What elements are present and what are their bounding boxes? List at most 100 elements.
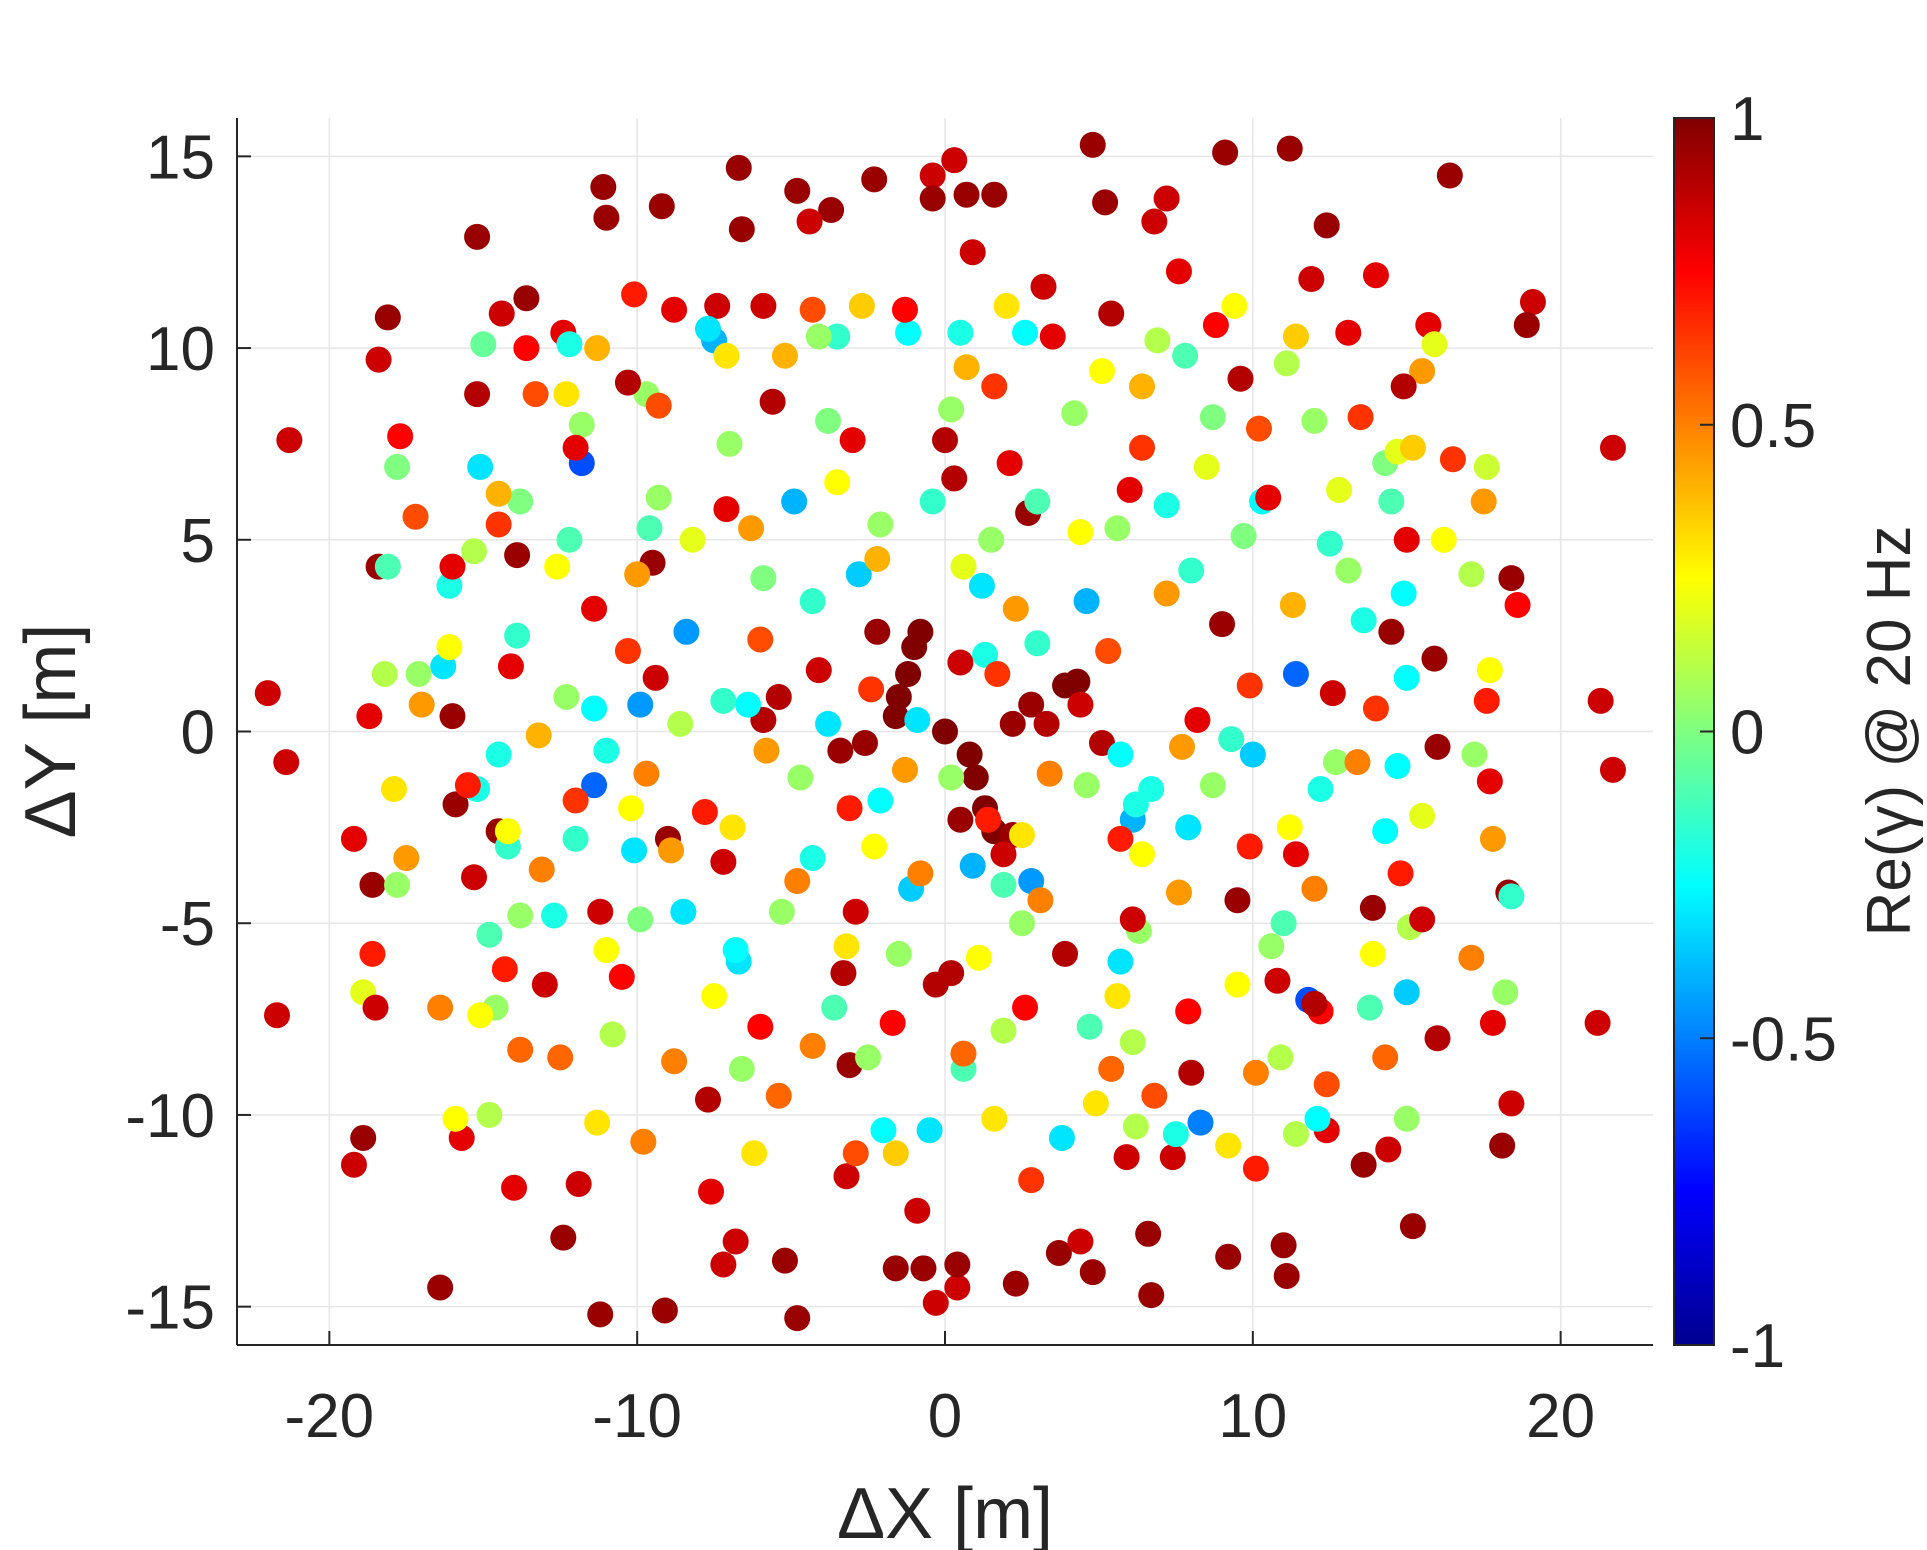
scatter-point bbox=[528, 856, 555, 883]
scatter-point bbox=[627, 906, 654, 933]
scatter-point bbox=[879, 1009, 906, 1036]
scatter-point bbox=[1242, 1155, 1269, 1182]
scatter-point bbox=[1393, 664, 1420, 691]
scatter-point bbox=[1008, 822, 1035, 849]
scatter-point bbox=[975, 806, 1002, 833]
scatter-point bbox=[1461, 741, 1488, 768]
scatter-point bbox=[1424, 733, 1451, 760]
scatter-point bbox=[895, 319, 922, 346]
scatter-point bbox=[1202, 312, 1229, 339]
scatter-point bbox=[553, 381, 580, 408]
scatter-point bbox=[799, 845, 826, 872]
scatter-point bbox=[978, 526, 1005, 553]
scatter-point bbox=[513, 285, 540, 312]
scatter-point bbox=[1215, 1132, 1242, 1159]
scatter-point bbox=[427, 1274, 454, 1301]
scatter-point bbox=[1319, 680, 1346, 707]
scatter-point bbox=[488, 300, 515, 327]
scatter-point bbox=[1313, 1071, 1340, 1098]
scatter-point bbox=[673, 618, 700, 645]
scatter-point bbox=[1372, 818, 1399, 845]
scatter-point bbox=[1162, 1121, 1189, 1148]
scatter-point bbox=[1141, 208, 1168, 235]
scatter-point bbox=[630, 1128, 657, 1155]
scatter-point bbox=[1067, 691, 1094, 718]
scatter-point bbox=[1599, 756, 1626, 783]
scatter-point bbox=[833, 1163, 860, 1190]
scatter-point bbox=[1347, 404, 1374, 431]
scatter-point bbox=[993, 292, 1020, 319]
scatter-point bbox=[864, 545, 891, 572]
scatter-point bbox=[621, 281, 648, 308]
scatter-point bbox=[710, 687, 737, 714]
scatter-point bbox=[959, 239, 986, 266]
scatter-point bbox=[380, 776, 407, 803]
scatter-point bbox=[476, 1101, 503, 1128]
scatter-point bbox=[922, 1289, 949, 1316]
scatter-point bbox=[799, 296, 826, 323]
scatter-point bbox=[1036, 760, 1063, 787]
scatter-point bbox=[941, 147, 968, 174]
scatter-point bbox=[839, 427, 866, 454]
scatter-point bbox=[1470, 488, 1497, 515]
scatter-point bbox=[919, 185, 946, 212]
scatter-point bbox=[916, 1117, 943, 1144]
scatter-point bbox=[661, 296, 688, 323]
scatter-point bbox=[1362, 262, 1389, 289]
scatter-point bbox=[824, 323, 851, 350]
scatter-point bbox=[590, 174, 617, 201]
scatter-point bbox=[830, 960, 857, 987]
scatter-point bbox=[1187, 1109, 1214, 1136]
scatter-point bbox=[1316, 530, 1343, 557]
scatter-point bbox=[1048, 1124, 1075, 1151]
scatter-point bbox=[799, 1032, 826, 1059]
scatter-point bbox=[719, 814, 746, 841]
scatter-point bbox=[1301, 875, 1328, 902]
scatter-point bbox=[771, 342, 798, 369]
scatter-point bbox=[593, 937, 620, 964]
scatter-point bbox=[1421, 331, 1448, 358]
scatter-point bbox=[427, 994, 454, 1021]
scatter-point bbox=[621, 837, 648, 864]
scatter-point bbox=[553, 683, 580, 710]
scatter-point bbox=[842, 1140, 869, 1167]
scatter-point bbox=[1372, 1044, 1399, 1071]
scatter-point bbox=[556, 526, 583, 553]
scatter-point bbox=[938, 960, 965, 987]
scatter-point bbox=[1359, 940, 1386, 967]
scatter-point bbox=[1393, 979, 1420, 1006]
scatter-point bbox=[953, 181, 980, 208]
scatter-point bbox=[1018, 1167, 1045, 1194]
scatter-point bbox=[1519, 289, 1546, 316]
scatter-point bbox=[968, 572, 995, 599]
scatter-point bbox=[1492, 979, 1519, 1006]
scatter-point bbox=[722, 937, 749, 964]
scatter-point bbox=[1012, 319, 1039, 346]
scatter-point bbox=[734, 691, 761, 718]
scatter-point bbox=[1113, 1144, 1140, 1171]
scatter-point bbox=[1030, 273, 1057, 300]
scatter-point bbox=[944, 1274, 971, 1301]
scatter-point bbox=[805, 657, 832, 684]
scatter-point bbox=[541, 902, 568, 929]
scatter-point bbox=[1513, 312, 1540, 339]
scatter-point bbox=[556, 331, 583, 358]
scatter-point bbox=[895, 660, 922, 687]
scatter-point bbox=[1279, 591, 1306, 618]
scatter-point bbox=[1224, 971, 1251, 998]
scatter-point bbox=[1098, 300, 1125, 327]
y-axis-ticks: 15 10 5 0 -5 -10 -15 bbox=[125, 123, 251, 1343]
scatter-point bbox=[747, 1013, 774, 1040]
scatter-point bbox=[618, 795, 645, 822]
scatter-point bbox=[753, 737, 780, 764]
scatter-point bbox=[1024, 488, 1051, 515]
scatter-point bbox=[1153, 580, 1180, 607]
scatter-point bbox=[771, 1247, 798, 1274]
scatter-point bbox=[1230, 522, 1257, 549]
scatter-point bbox=[1399, 434, 1426, 461]
scatter-point bbox=[947, 319, 974, 346]
scatter-point bbox=[661, 1048, 688, 1075]
scatter-point bbox=[1224, 887, 1251, 914]
scatter-point bbox=[544, 553, 571, 580]
scatter-point bbox=[784, 1305, 811, 1332]
